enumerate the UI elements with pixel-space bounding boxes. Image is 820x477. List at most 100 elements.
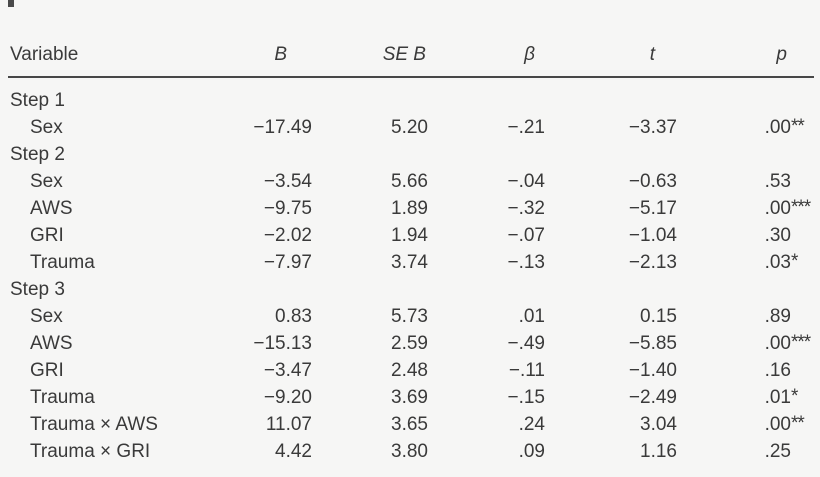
row-label: Sex	[30, 170, 63, 192]
table-row-step2: Step 2	[8, 141, 814, 168]
table-row: Trauma × AWS 11.07 3.65 .24 3.04 .00 **	[8, 411, 814, 438]
p-value: .00	[764, 413, 791, 435]
cell-p: .00 **	[677, 114, 814, 141]
cell-p: .01 *	[677, 384, 814, 411]
cell-se-b: 5.20	[391, 116, 428, 138]
column-header-p: p	[677, 0, 814, 78]
cell-t: 0.15	[640, 305, 677, 327]
cell-se-b: 1.94	[391, 224, 428, 246]
cell-se-b: 3.80	[391, 440, 428, 462]
row-label: Sex	[30, 116, 63, 138]
cell-t: −2.13	[628, 251, 677, 273]
cell-t: 1.16	[640, 440, 677, 462]
cell-p: .00 **	[677, 411, 814, 438]
table-row: GRI −2.02 1.94 −.07 −1.04 .30	[8, 222, 814, 249]
cell-b: 4.42	[275, 440, 312, 462]
cell-p	[677, 141, 814, 168]
cell-t: −1.40	[628, 359, 677, 381]
cell-se-b	[312, 77, 428, 114]
row-label: Step 3	[10, 278, 65, 300]
cell-beta: −.21	[507, 116, 545, 138]
cell-p	[677, 276, 814, 303]
cell-se-b: 1.89	[391, 197, 428, 219]
table-row: AWS −9.75 1.89 −.32 −5.17 .00 ***	[8, 195, 814, 222]
table-row-step1: Step 1	[8, 77, 814, 114]
cell-beta: .24	[518, 413, 545, 435]
significance-stars: **	[791, 115, 805, 137]
p-value: .53	[764, 170, 791, 192]
cell-t: −3.37	[628, 116, 677, 138]
p-value: .01	[764, 386, 791, 408]
cell-beta: .01	[518, 305, 545, 327]
cell-t	[545, 276, 677, 303]
table-row: Sex 0.83 5.73 .01 0.15 .89	[8, 303, 814, 330]
significance-stars: **	[791, 412, 805, 434]
cell-b: −2.02	[263, 224, 312, 246]
cell-beta: −.04	[507, 170, 545, 192]
p-value: .89	[764, 305, 791, 327]
row-label: AWS	[30, 332, 73, 354]
table-row: Sex −3.54 5.66 −.04 −0.63 .53	[8, 168, 814, 195]
significance-stars: ***	[791, 331, 811, 353]
p-value: .25	[764, 440, 791, 462]
p-value: .16	[764, 359, 791, 381]
cell-b: −9.75	[263, 197, 312, 219]
cell-b	[220, 276, 312, 303]
row-label: Sex	[30, 305, 63, 327]
cell-t: −2.49	[628, 386, 677, 408]
row-label: AWS	[30, 197, 73, 219]
table-row: Trauma −7.97 3.74 −.13 −2.13 .03 *	[8, 249, 814, 276]
cell-beta: −.32	[507, 197, 545, 219]
p-value: .00	[764, 197, 791, 219]
header-row: Variable B SE B β t p	[8, 0, 814, 78]
table-row: Sex −17.49 5.20 −.21 −3.37 .00 **	[8, 114, 814, 141]
table-row: AWS −15.13 2.59 −.49 −5.85 .00 ***	[8, 330, 814, 357]
cell-beta	[428, 276, 545, 303]
cell-se-b	[312, 141, 428, 168]
cell-se-b	[312, 276, 428, 303]
row-label: GRI	[30, 224, 64, 246]
cell-p	[677, 77, 814, 114]
row-label: Step 2	[10, 143, 65, 165]
cell-p: .53	[677, 168, 814, 195]
column-header-se-b: SE B	[312, 0, 428, 78]
cell-b: −7.97	[263, 251, 312, 273]
row-label: Trauma × GRI	[30, 440, 151, 462]
column-header-beta: β	[428, 0, 545, 78]
table-row: GRI −3.47 2.48 −.11 −1.40 .16	[8, 357, 814, 384]
cell-t: −0.63	[628, 170, 677, 192]
row-label: Trauma	[30, 251, 95, 273]
cell-p: .03 *	[677, 249, 814, 276]
cell-se-b: 5.66	[391, 170, 428, 192]
cell-beta: .09	[518, 440, 545, 462]
table-body: Step 1 Sex −17.49 5.20 −.21 −3.37 .00 ** …	[8, 77, 814, 465]
cell-b: −17.49	[253, 116, 312, 138]
cell-p: .30	[677, 222, 814, 249]
cell-p: .16	[677, 357, 814, 384]
cell-b: 11.07	[265, 413, 312, 435]
cell-p: .25	[677, 438, 814, 465]
table-row-step3: Step 3	[8, 276, 814, 303]
cell-p: .00 ***	[677, 195, 814, 222]
column-header-t: t	[545, 0, 677, 78]
cell-se-b: 3.65	[391, 413, 428, 435]
significance-stars: *	[791, 250, 798, 272]
cell-t: −5.17	[628, 197, 677, 219]
p-value: .30	[764, 224, 791, 246]
cell-b: −3.47	[263, 359, 312, 381]
p-value: .00	[764, 116, 791, 138]
cell-se-b: 3.69	[391, 386, 428, 408]
row-label: Trauma	[30, 386, 95, 408]
cell-b	[220, 77, 312, 114]
cell-p: .89	[677, 303, 814, 330]
cell-t	[545, 141, 677, 168]
cell-t	[545, 77, 677, 114]
significance-stars: ***	[791, 196, 811, 218]
table-row: Trauma −9.20 3.69 −.15 −2.49 .01 *	[8, 384, 814, 411]
cell-se-b: 5.73	[391, 305, 428, 327]
regression-results-table: Variable B SE B β t p Step 1 Sex −17.49 …	[8, 0, 814, 465]
cell-b: −15.13	[253, 332, 312, 354]
cell-beta	[428, 77, 545, 114]
p-value: .00	[764, 332, 791, 354]
cell-b: −9.20	[263, 386, 312, 408]
